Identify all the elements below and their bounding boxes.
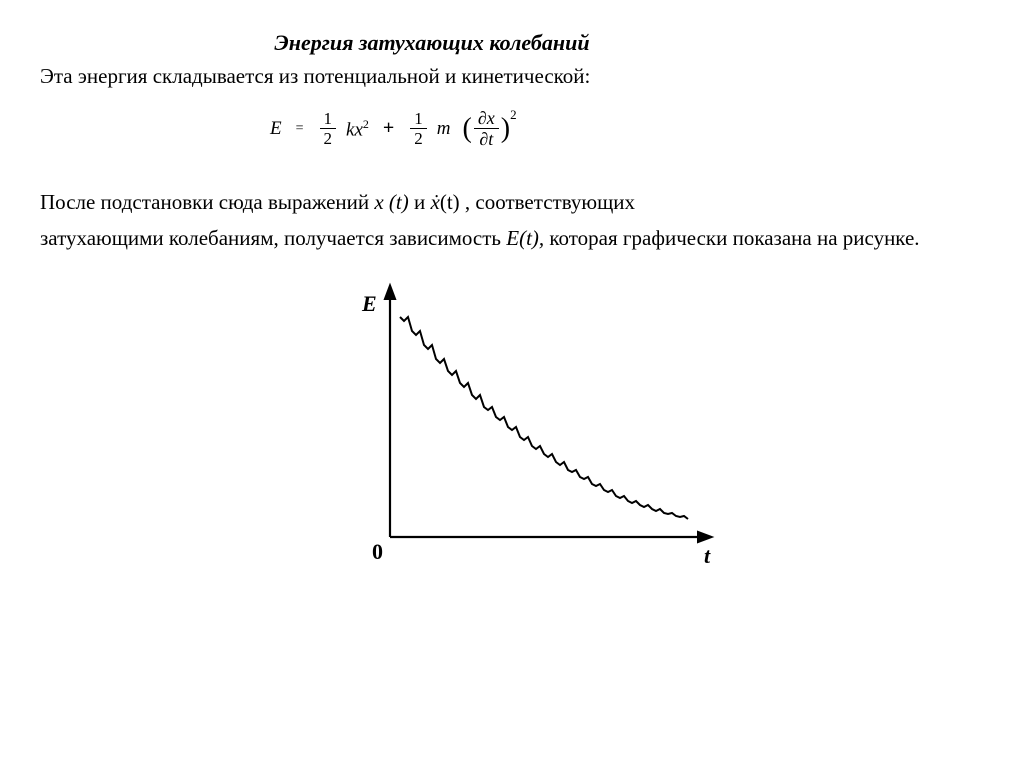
- svg-text:E: E: [361, 291, 377, 316]
- svg-text:0: 0: [372, 539, 383, 564]
- eq-E: E: [270, 118, 282, 140]
- eq-half-2: 1 2: [410, 110, 427, 147]
- substitution-paragraph-2: затухающими колебаниям, получается завис…: [40, 224, 984, 253]
- eq-m: m: [437, 118, 451, 140]
- svg-text:t: t: [704, 543, 711, 568]
- energy-decay-chart: Et 0: [330, 267, 984, 587]
- eq-kx2: kx2: [346, 117, 369, 141]
- substitution-paragraph-1: После подстановки сюда выражений x (t) и…: [40, 188, 984, 217]
- energy-equation: E = 1 2 kx2 + 1 2 m ( ∂x ∂t ) 2: [270, 109, 984, 148]
- eq-half-1: 1 2: [320, 110, 337, 147]
- intro-paragraph: Эта энергия складывается из потенциально…: [40, 62, 984, 91]
- chart-svg: Et 0: [330, 267, 730, 587]
- eq-equals: =: [296, 121, 304, 137]
- eq-plus: +: [383, 117, 394, 140]
- page-title: Энергия затухающих колебаний: [180, 30, 684, 56]
- eq-dxdt: ( ∂x ∂t ) 2: [463, 109, 517, 148]
